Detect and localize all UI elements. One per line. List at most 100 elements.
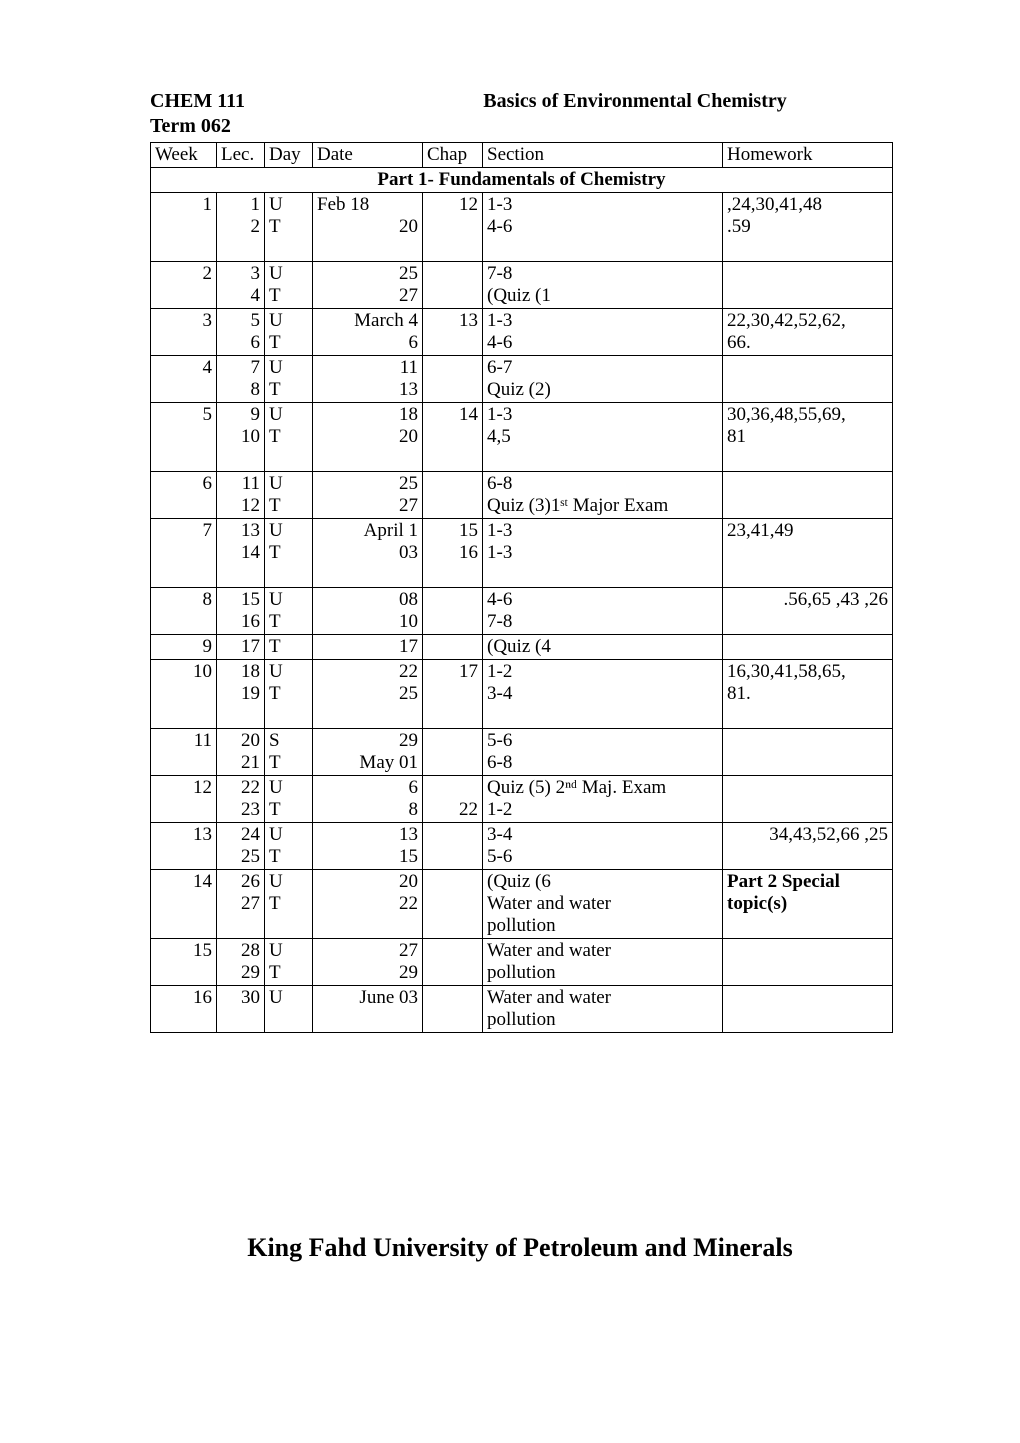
cell-lec: 2425 (217, 823, 265, 870)
cell-date: June 03 (313, 986, 423, 1033)
cell-day: U (265, 986, 313, 1033)
cell-week: 14 (151, 870, 217, 939)
cell-lec: 2021 (217, 729, 265, 776)
cell-date: 2022 (313, 870, 423, 939)
cell-section: 6-7Quiz (2) (483, 356, 723, 403)
col-date: Date (313, 143, 423, 168)
cell-lec: 1516 (217, 588, 265, 635)
cell-day: UT (265, 823, 313, 870)
cell-week: 6 (151, 472, 217, 519)
cell-homework: .56,65 ,43 ,26 (723, 588, 893, 635)
table-row: 356UTMarch 46131-34-622,30,42,52,62,66. (151, 309, 893, 356)
cell-day: UT (265, 309, 313, 356)
cell-section: 1-23-4 (483, 660, 723, 729)
cell-week: 11 (151, 729, 217, 776)
cell-week: 16 (151, 986, 217, 1033)
col-lec: Lec. (217, 143, 265, 168)
cell-week: 2 (151, 262, 217, 309)
table-row: 234UT25277-8(Quiz (1 (151, 262, 893, 309)
cell-chap (423, 939, 483, 986)
part-header: Part 1- Fundamentals of Chemistry (151, 168, 893, 193)
cell-homework: 30,36,48,55,69,81 (723, 403, 893, 472)
cell-week: 1 (151, 193, 217, 262)
cell-chap (423, 986, 483, 1033)
cell-date: 1113 (313, 356, 423, 403)
table-row: 101819UT2225 171-23-4 16,30,41,58,65,81. (151, 660, 893, 729)
cell-day: T (265, 635, 313, 660)
table-row: 71314UTApril 103 15161-31-3 23,41,49 (151, 519, 893, 588)
page-title: Basics of Environmental Chemistry (380, 90, 890, 113)
schedule-table: Week Lec. Day Date Chap Section Homework… (150, 142, 893, 1033)
table-row: 112021ST29May 015-66-8 (151, 729, 893, 776)
cell-homework: Part 2 Specialtopic(s) (723, 870, 893, 939)
cell-day: UT (265, 193, 313, 262)
cell-homework (723, 635, 893, 660)
cell-chap: 1516 (423, 519, 483, 588)
cell-chap: 12 (423, 193, 483, 262)
cell-date: 17 (313, 635, 423, 660)
cell-lec: 1112 (217, 472, 265, 519)
col-day: Day (265, 143, 313, 168)
cell-homework (723, 986, 893, 1033)
cell-section: (Quiz (6Water and waterpollution (483, 870, 723, 939)
cell-section: 3-45-6 (483, 823, 723, 870)
cell-chap: 14 (423, 403, 483, 472)
cell-lec: 78 (217, 356, 265, 403)
cell-lec: 2829 (217, 939, 265, 986)
cell-homework (723, 776, 893, 823)
cell-date: 0810 (313, 588, 423, 635)
cell-week: 3 (151, 309, 217, 356)
cell-chap (423, 635, 483, 660)
cell-week: 10 (151, 660, 217, 729)
cell-week: 4 (151, 356, 217, 403)
cell-chap: 13 (423, 309, 483, 356)
cell-lec: 1819 (217, 660, 265, 729)
cell-homework (723, 472, 893, 519)
table-row: 122223UT6822Quiz (5) 2ⁿᵈ Maj. Exam1-2 (151, 776, 893, 823)
cell-week: 15 (151, 939, 217, 986)
cell-chap (423, 823, 483, 870)
cell-chap (423, 262, 483, 309)
cell-date: 1315 (313, 823, 423, 870)
table-row: 81516UT08104-67-8.56,65 ,43 ,26 (151, 588, 893, 635)
cell-date: 2729 (313, 939, 423, 986)
cell-date: 68 (313, 776, 423, 823)
table-header-row: Week Lec. Day Date Chap Section Homework (151, 143, 893, 168)
cell-week: 12 (151, 776, 217, 823)
cell-section: 1-34-6 (483, 309, 723, 356)
cell-day: UT (265, 660, 313, 729)
cell-homework: 23,41,49 (723, 519, 893, 588)
cell-lec: 34 (217, 262, 265, 309)
course-code: CHEM 111 (150, 90, 380, 113)
cell-date: 2527 (313, 262, 423, 309)
cell-lec: 2223 (217, 776, 265, 823)
cell-day: ST (265, 729, 313, 776)
cell-day: UT (265, 356, 313, 403)
cell-date: Feb 1820 (313, 193, 423, 262)
cell-section: 4-67-8 (483, 588, 723, 635)
cell-week: 7 (151, 519, 217, 588)
cell-day: UT (265, 870, 313, 939)
cell-day: UT (265, 403, 313, 472)
cell-lec: 910 (217, 403, 265, 472)
table-row: 61112UT25276-8Quiz (3)1ˢᵗ Major Exam (151, 472, 893, 519)
cell-day: UT (265, 262, 313, 309)
table-row: 478UT1113 6-7Quiz (2) (151, 356, 893, 403)
cell-week: 8 (151, 588, 217, 635)
cell-day: UT (265, 472, 313, 519)
table-row: 1630UJune 03Water and waterpollution (151, 986, 893, 1033)
cell-week: 5 (151, 403, 217, 472)
table-row: 917T17(Quiz (4 (151, 635, 893, 660)
cell-section: Quiz (5) 2ⁿᵈ Maj. Exam1-2 (483, 776, 723, 823)
cell-homework: 22,30,42,52,62,66. (723, 309, 893, 356)
cell-chap (423, 870, 483, 939)
cell-homework (723, 262, 893, 309)
cell-homework: ,24,30,41,48.59 (723, 193, 893, 262)
cell-week: 9 (151, 635, 217, 660)
cell-section: Water and waterpollution (483, 986, 723, 1033)
cell-day: UT (265, 776, 313, 823)
cell-lec: 2627 (217, 870, 265, 939)
cell-section: 5-66-8 (483, 729, 723, 776)
col-homework: Homework (723, 143, 893, 168)
table-row: 132425UT13153-45-634,43,52,66 ,25 (151, 823, 893, 870)
